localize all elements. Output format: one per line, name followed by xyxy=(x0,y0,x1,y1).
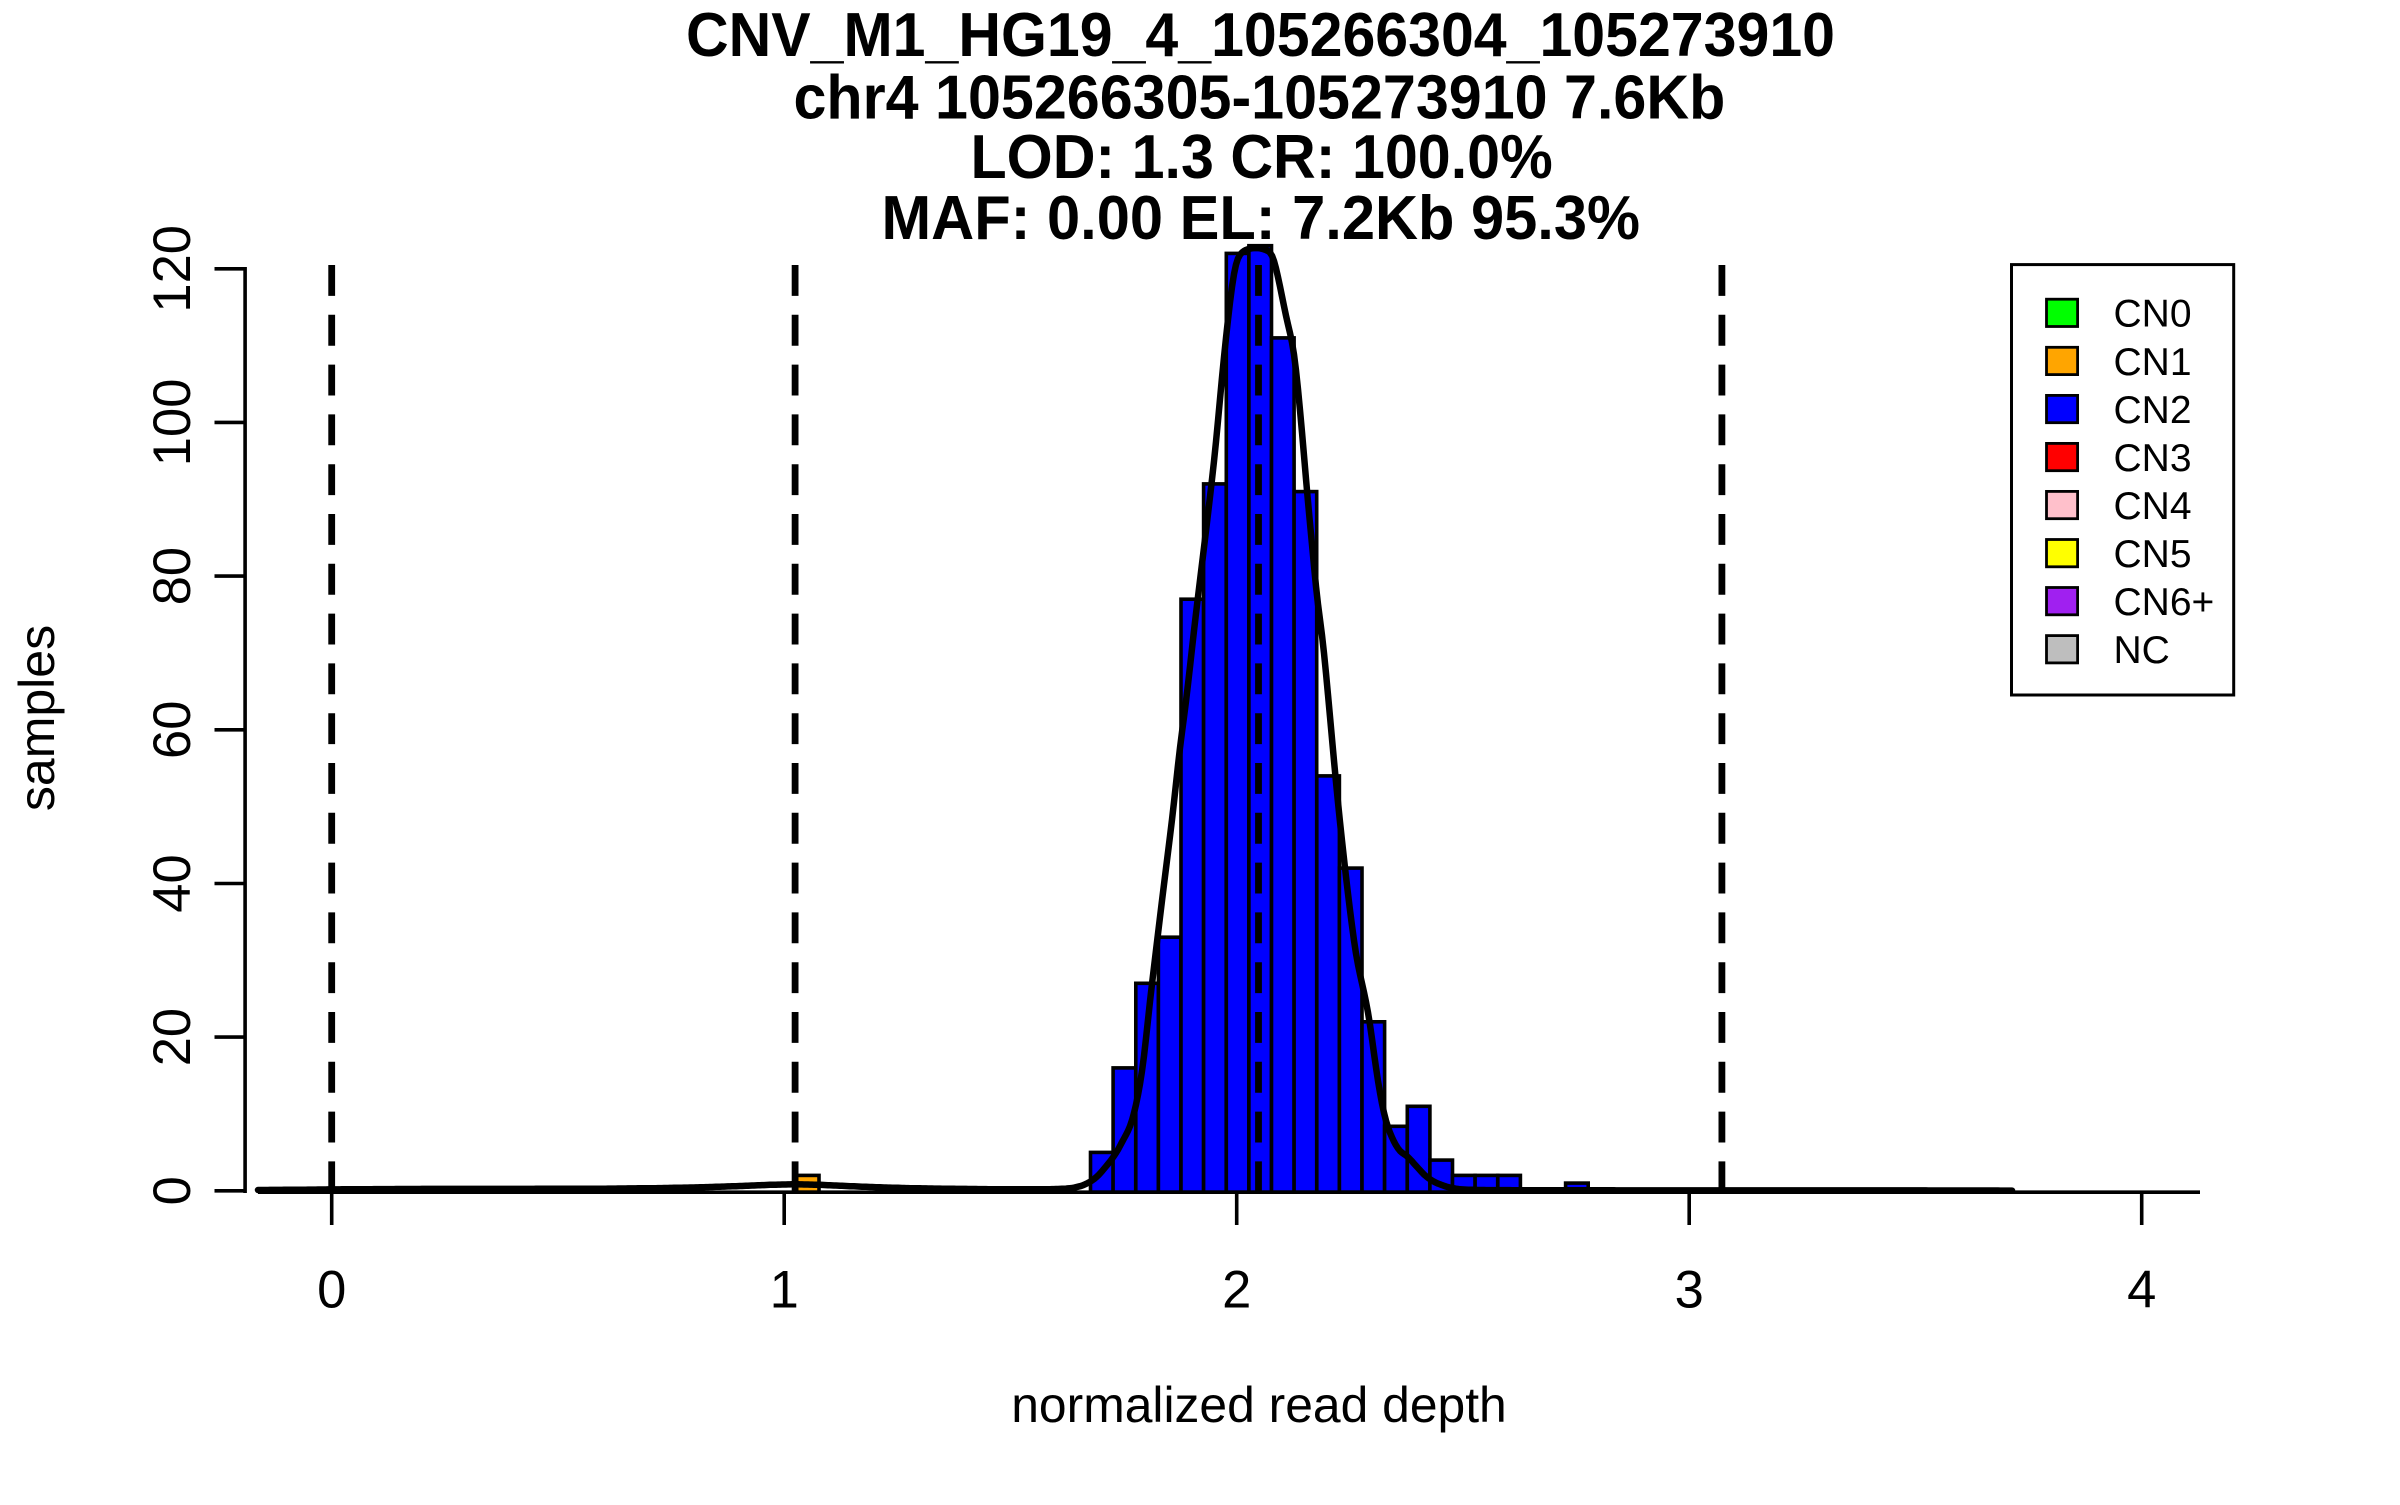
svg-text:samples: samples xyxy=(9,625,65,811)
svg-text:2: 2 xyxy=(1222,1261,1251,1320)
svg-text:CN1: CN1 xyxy=(2114,341,2192,384)
svg-text:CN4: CN4 xyxy=(2114,485,2192,528)
svg-text:40: 40 xyxy=(143,854,202,912)
svg-text:3: 3 xyxy=(1675,1261,1704,1320)
svg-text:60: 60 xyxy=(143,701,202,759)
svg-text:20: 20 xyxy=(143,1008,202,1066)
svg-text:1: 1 xyxy=(770,1261,799,1320)
svg-text:CN3: CN3 xyxy=(2114,437,2192,480)
svg-text:CN6+: CN6+ xyxy=(2114,581,2215,624)
svg-text:CN2: CN2 xyxy=(2114,389,2192,432)
svg-text:0: 0 xyxy=(317,1261,346,1320)
svg-text:MAF: 0.00 EL: 7.2Kb 95.3%: MAF: 0.00 EL: 7.2Kb 95.3% xyxy=(882,184,1641,253)
svg-text:0: 0 xyxy=(143,1176,202,1205)
svg-text:NC: NC xyxy=(2114,629,2170,672)
svg-text:chr4 105266305-105273910 7.6Kb: chr4 105266305-105273910 7.6Kb xyxy=(794,64,1726,133)
svg-text:80: 80 xyxy=(143,547,202,605)
svg-text:CN0: CN0 xyxy=(2114,293,2192,336)
svg-text:4: 4 xyxy=(2127,1261,2156,1320)
svg-text:normalized read depth: normalized read depth xyxy=(1011,1377,1507,1433)
svg-text:CN5: CN5 xyxy=(2114,533,2192,576)
svg-text:LOD: 1.3 CR: 100.0%: LOD: 1.3 CR: 100.0% xyxy=(971,123,1553,192)
svg-text:CNV_M1_HG19_4_105266304_105273: CNV_M1_HG19_4_105266304_105273910 xyxy=(686,1,1835,70)
svg-text:100: 100 xyxy=(143,379,202,467)
svg-text:120: 120 xyxy=(143,225,202,313)
